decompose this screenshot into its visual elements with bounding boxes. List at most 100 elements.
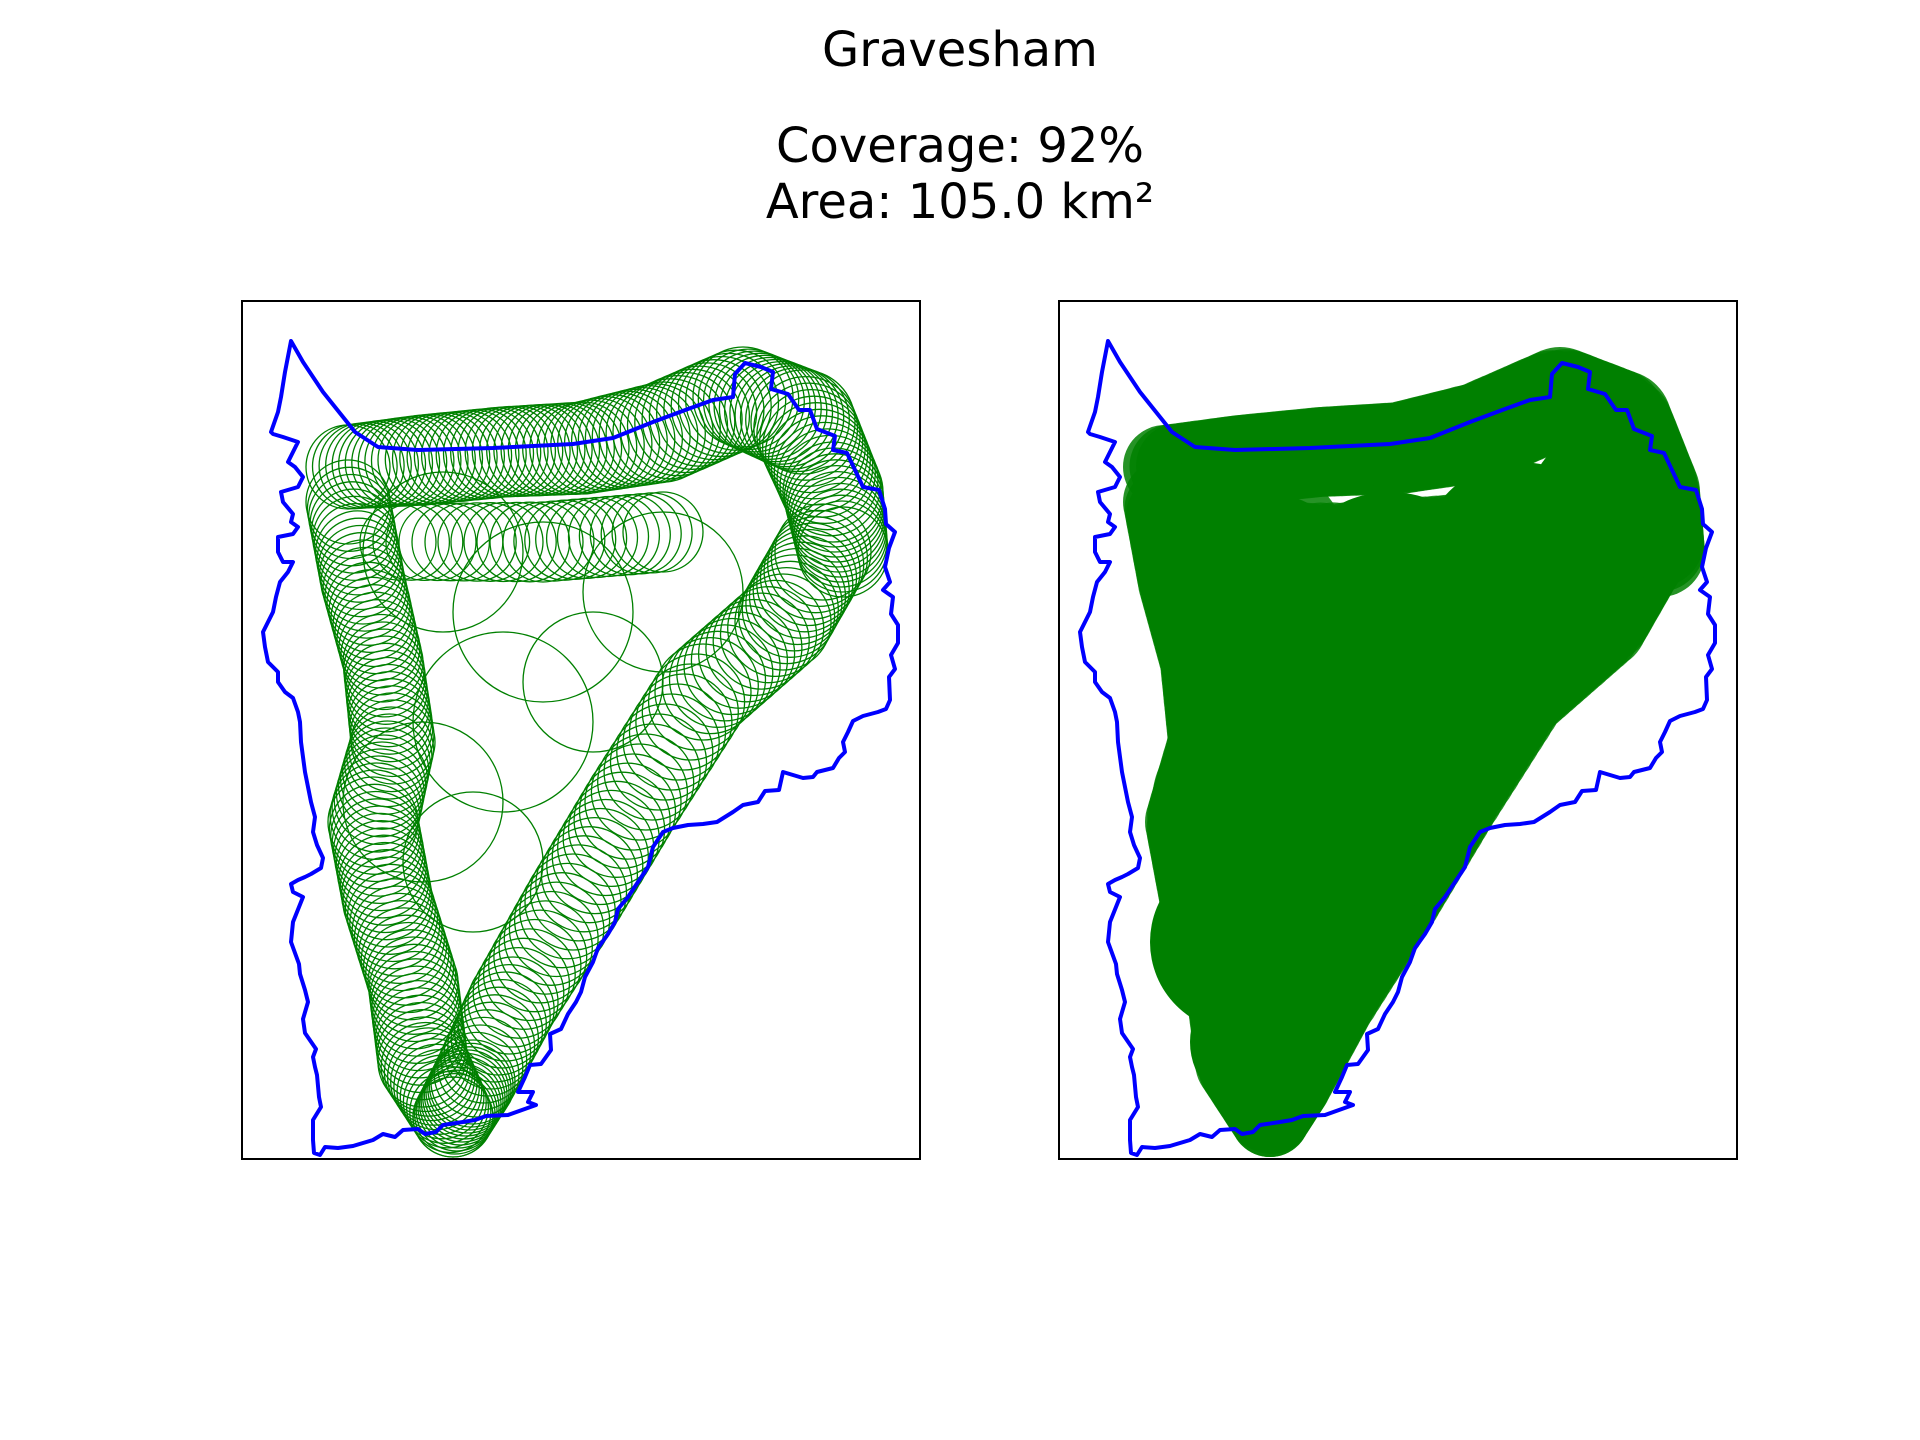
coverage-circle-outline bbox=[513, 500, 595, 582]
coverage-filled-map bbox=[1078, 339, 1717, 1157]
coverage-circle-outline bbox=[418, 1062, 502, 1146]
coverage-circle-outline bbox=[320, 539, 406, 625]
district-boundary bbox=[1078, 339, 1717, 1157]
coverage-circle-outline bbox=[417, 1066, 500, 1149]
coverage-circle-outline bbox=[365, 929, 457, 1021]
coverage-circle-outline bbox=[654, 643, 752, 741]
coverage-circle-outline bbox=[589, 494, 671, 576]
coverage-circle-outline bbox=[551, 807, 649, 906]
coverage-circle-outline bbox=[489, 501, 571, 583]
coverage-circle-outline bbox=[519, 862, 616, 960]
coverage-circle-outline bbox=[546, 816, 644, 915]
coverage-circle-outline bbox=[734, 363, 839, 468]
coverage-circle-outline bbox=[605, 383, 706, 484]
coverage-circle-outline bbox=[308, 473, 394, 560]
coverage-circle-outline bbox=[767, 516, 865, 614]
coverage-circle-outline bbox=[773, 421, 876, 525]
coverage-circle-outline bbox=[734, 573, 832, 671]
coverage-circle-outline bbox=[578, 762, 677, 860]
coverage-circle-outline bbox=[333, 755, 424, 846]
coverage-circle-outline bbox=[498, 900, 593, 995]
coverage-circle-outline bbox=[342, 856, 434, 948]
coverage-circle-outline bbox=[346, 663, 431, 748]
coverage-circle-outline bbox=[342, 721, 504, 883]
coverage-circle-outline bbox=[741, 560, 839, 658]
coverage-circle-outline bbox=[353, 892, 446, 985]
coverage-filled-map-panel bbox=[1058, 300, 1738, 1160]
coverage-circle-outline bbox=[331, 762, 422, 853]
coverage-circle-outline bbox=[427, 1046, 512, 1131]
coverage-circle-outline bbox=[385, 502, 464, 582]
coverage-circle-outline bbox=[500, 403, 593, 496]
coverage-circle-filled bbox=[1190, 972, 1330, 1112]
coverage-circle-outline bbox=[767, 408, 871, 512]
coverage-circle-outline bbox=[529, 844, 628, 942]
coverage-circle-outline bbox=[598, 384, 699, 485]
coverage-circle-outline bbox=[452, 521, 634, 703]
coverage-circle-outline bbox=[396, 1049, 483, 1135]
coverage-circle-outline bbox=[513, 872, 611, 969]
coverage-circle-outline bbox=[647, 653, 746, 751]
coverage-circle-outline bbox=[380, 1021, 471, 1113]
coverage-circle-outline bbox=[450, 502, 531, 582]
coverage-circle-outline bbox=[351, 885, 443, 977]
coverage-circle-outline bbox=[464, 963, 555, 1055]
coverage-circle-outline bbox=[522, 611, 664, 753]
coverage-circle-outline bbox=[486, 404, 579, 497]
coverage-circle-outline bbox=[582, 511, 744, 673]
coverage-circle-outline bbox=[415, 1069, 498, 1152]
coverage-circle-outline bbox=[359, 503, 437, 581]
coverage-circle-outline bbox=[729, 360, 834, 465]
coverage-circle-outline bbox=[584, 388, 684, 487]
coverage-circle-outline bbox=[322, 546, 408, 632]
coverage-circle-outline bbox=[335, 748, 425, 838]
coverage-circle-outline bbox=[597, 733, 695, 831]
coverage-circle-outline bbox=[420, 1059, 504, 1143]
coverage-circle-outline bbox=[423, 1052, 508, 1137]
coverage-outline-map bbox=[261, 339, 900, 1158]
coverage-circle-outline bbox=[422, 1056, 506, 1140]
coverage-circle-outline bbox=[488, 918, 582, 1013]
area-label: Area: 105.0 km² bbox=[765, 174, 1155, 230]
coverage-circle-outline bbox=[770, 509, 869, 608]
coverage-circle-outline bbox=[412, 631, 594, 813]
coverage-circle-outline bbox=[753, 375, 859, 481]
coverage-circle-outline bbox=[622, 491, 704, 573]
coverage-circle-outline bbox=[524, 853, 622, 951]
coverage-circle-outline bbox=[739, 365, 845, 470]
coverage-circle-outline bbox=[719, 586, 818, 684]
coverage-circle-outline bbox=[324, 554, 409, 639]
coverage-circle-outline bbox=[591, 386, 691, 486]
coverage-circle-outline bbox=[467, 956, 559, 1048]
coverage-circle-outline bbox=[524, 499, 606, 581]
coverage-circle-outline bbox=[425, 1049, 510, 1134]
coverage-circle-outline bbox=[344, 863, 436, 955]
coverage-circle-outline bbox=[493, 909, 588, 1004]
coverage-circle-outline bbox=[712, 592, 810, 690]
coverage-outline-map-panel bbox=[241, 300, 921, 1160]
coverage-circle-filled bbox=[1270, 732, 1450, 912]
coverage-circle-outline bbox=[535, 835, 633, 933]
coverage-circle-outline bbox=[355, 899, 448, 992]
district-boundary bbox=[261, 339, 900, 1157]
coverage-circle-outline bbox=[748, 547, 847, 646]
coverage-circle-outline bbox=[635, 673, 733, 771]
coverage-circle-outline bbox=[573, 771, 671, 869]
coverage-circle-outline bbox=[535, 498, 617, 580]
coverage-circles-filled-layer bbox=[1123, 347, 1705, 1157]
coverage-circle-outline bbox=[611, 492, 693, 574]
coverage-circle-outline bbox=[567, 495, 650, 578]
coverage-circle-outline bbox=[737, 566, 836, 665]
coverage-circle-outline bbox=[600, 493, 682, 575]
coverage-circle-outline bbox=[590, 743, 689, 841]
coverage-circle-outline bbox=[683, 617, 781, 716]
coverage-circle-outline bbox=[603, 723, 701, 821]
coverage-circle-outline bbox=[705, 598, 803, 697]
coverage-circle-outline bbox=[759, 528, 858, 627]
coverage-circle-outline bbox=[761, 395, 866, 500]
coverage-circle-outline bbox=[718, 356, 822, 460]
coverage-label: Coverage: 92% bbox=[775, 118, 1145, 174]
coverage-circle-outline bbox=[402, 791, 544, 933]
coverage-circle-outline bbox=[628, 683, 727, 781]
coverage-circle-outline bbox=[476, 501, 557, 583]
